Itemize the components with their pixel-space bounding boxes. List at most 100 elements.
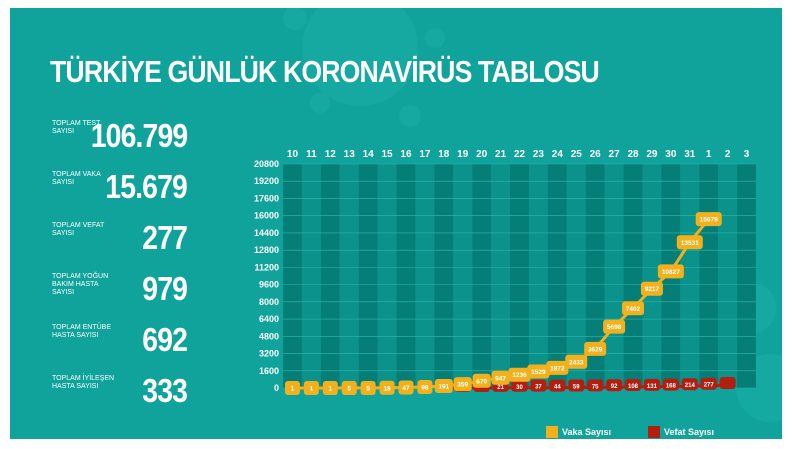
x-tick-label: 10 [287, 149, 299, 160]
vaka-data-label: 18 [383, 385, 391, 392]
vefat-point [549, 379, 566, 392]
vaka-point [417, 379, 433, 394]
column-stripe [301, 164, 321, 388]
vefat-data-label: 131 [647, 384, 658, 390]
vaka-point [453, 377, 472, 392]
vaka-point [284, 380, 300, 395]
stat-entube-value: 692 [142, 321, 188, 358]
vaka-point [360, 380, 376, 395]
vaka-data-label: 2433 [569, 359, 584, 366]
legend-vefat: Vefat Sayısı [648, 426, 714, 438]
stat-iyilesen-label: TOPLAM İYİLEŞEN HASTA SAYISI [52, 375, 115, 390]
column-stripe [453, 164, 473, 388]
vaka-point [676, 235, 703, 250]
x-tick-label: 23 [533, 149, 545, 160]
x-tick-label: 3 [744, 149, 750, 160]
column-stripe [623, 164, 643, 388]
vefat-point [681, 378, 698, 391]
vaka-point [398, 380, 414, 395]
vaka-data-label: 5 [366, 385, 370, 392]
vaka-data-label: 9217 [645, 286, 660, 293]
vaka-data-label: 5698 [607, 324, 622, 331]
column-stripe [283, 164, 302, 388]
stat-vaka-value: 15.679 [105, 168, 188, 205]
column-stripe [699, 164, 719, 388]
x-tick-label: 13 [344, 149, 356, 160]
vaka-point [546, 360, 569, 375]
x-tick-label: 25 [571, 149, 583, 160]
vefat-point [662, 378, 679, 391]
vaka-data-label: 191 [438, 383, 449, 390]
stat-yogun-bakim-value: 979 [142, 270, 188, 307]
vaka-point [434, 378, 453, 393]
vaka-point [565, 354, 588, 369]
vaka-data-label: 10827 [662, 269, 680, 276]
vaka-point [341, 380, 357, 395]
vefat-data-label: 168 [666, 384, 677, 390]
stat-test: TOPLAM TEST SAYISI 106.799 [52, 117, 188, 160]
vefat-data-label: 75 [592, 384, 599, 390]
x-tick-label: 24 [552, 149, 564, 160]
vefat-data-label: 21 [497, 385, 504, 391]
y-tick-label: 3200 [259, 349, 279, 359]
y-tick-label: 8000 [259, 297, 279, 307]
line-chart: 0 1600 3200 4800 6400 8000 9600 11200 12800 14400… [254, 149, 756, 395]
legend-vaka-swatch [546, 426, 558, 438]
column-stripe [585, 164, 605, 388]
vaka-point [472, 373, 491, 388]
column-stripe [415, 164, 435, 388]
vaka-data-label: 1 [310, 385, 314, 392]
column-stripe [547, 164, 567, 388]
stat-vefat-label: TOPLAM VEFAT SAYISI [52, 222, 105, 237]
vefat-point [511, 379, 528, 392]
y-tick-label: 20800 [254, 159, 279, 169]
x-tick-label: 21 [495, 149, 507, 160]
vaka-data-label: 1872 [550, 365, 565, 372]
vefat-data-label: 37 [535, 385, 542, 391]
column-stripe [528, 164, 548, 388]
stat-iyilesen-value: 333 [142, 372, 188, 409]
x-tick-label: 28 [627, 149, 639, 160]
vefat-data-label: 214 [685, 383, 696, 389]
vaka-data-label: 947 [495, 375, 506, 382]
vaka-point [508, 367, 531, 382]
vaka-data-label: 98 [421, 384, 429, 391]
legend-vefat-label: Vefat Sayısı [664, 427, 715, 437]
vefat-point [606, 379, 623, 392]
vaka-data-label: 359 [457, 382, 468, 389]
vaka-point [584, 341, 607, 356]
column-stripe [491, 164, 511, 388]
y-tick-label: 14400 [254, 228, 279, 238]
x-tick-label: 11 [306, 149, 317, 160]
x-tick-label: 31 [684, 149, 696, 160]
x-tick-label: 18 [438, 149, 450, 160]
column-stripe [396, 164, 416, 388]
vefat-point [587, 379, 604, 392]
column-stripe [642, 164, 662, 388]
y-tick-label: 4800 [259, 331, 279, 341]
vaka-data-label: 13531 [681, 240, 699, 247]
column-stripe [604, 164, 624, 388]
y-tick-label: 0 [274, 383, 279, 393]
stat-yogun-bakim-label: TOPLAM YOĞUN BAKIM HASTA SAYISI [52, 273, 109, 296]
y-tick-label: 16000 [254, 211, 279, 221]
stat-entube-label: TOPLAM ENTÜBE HASTA SAYISI [52, 324, 111, 339]
vaka-data-label: 1 [291, 385, 295, 392]
column-stripe [339, 164, 359, 388]
vaka-point [695, 212, 722, 227]
y-tick-label: 6400 [259, 314, 279, 324]
column-stripe [680, 164, 700, 388]
vaka-data-label: 7402 [626, 306, 641, 313]
stat-vaka-label: TOPLAM VAKA SAYISI [52, 171, 101, 186]
vaka-data-label: 1529 [531, 369, 546, 376]
vefat-point [643, 378, 660, 391]
vefat-data-label: 92 [611, 384, 618, 390]
vefat-data-label: 277 [704, 383, 715, 389]
vaka-point [640, 281, 663, 296]
vaka-point [622, 301, 645, 316]
legend-vaka: Vaka Sayısı [546, 426, 611, 438]
x-tick-label: 19 [457, 149, 469, 160]
legend-vaka-label: Vaka Sayısı [562, 427, 612, 437]
page-title: TÜRKİYE GÜNLÜK KORONAVİRÜS TABLOSU [50, 54, 600, 89]
